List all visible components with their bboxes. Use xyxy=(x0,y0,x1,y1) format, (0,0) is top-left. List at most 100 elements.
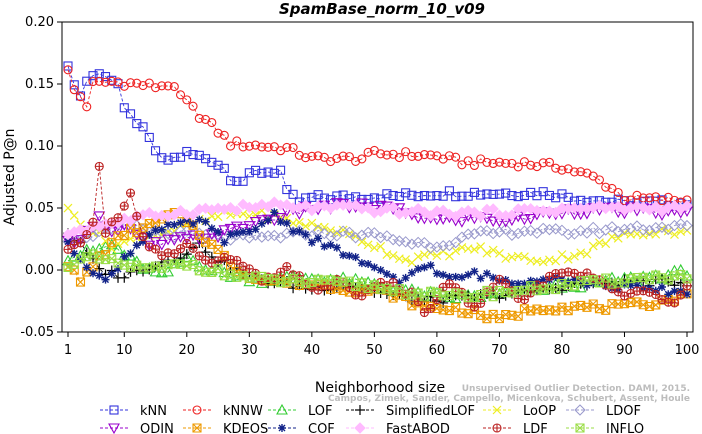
legend-label: LDF xyxy=(523,422,548,434)
data-point xyxy=(457,160,467,170)
data-point xyxy=(326,241,335,250)
y-tick-label: 0.10 xyxy=(25,139,54,154)
data-point xyxy=(243,232,256,244)
data-point xyxy=(182,95,192,105)
data-point xyxy=(582,281,591,290)
data-point xyxy=(75,238,86,248)
legend-label: kNNW xyxy=(223,404,263,419)
legend-item-knn: kNN xyxy=(100,404,167,419)
data-point xyxy=(194,150,204,160)
data-point xyxy=(376,149,386,159)
data-point xyxy=(482,269,491,278)
data-point xyxy=(213,264,223,274)
data-point xyxy=(482,189,492,199)
legend-label: COF xyxy=(308,422,335,434)
data-point xyxy=(201,255,211,265)
data-point xyxy=(419,308,429,318)
data-point xyxy=(474,225,487,237)
data-point xyxy=(543,223,556,236)
data-point xyxy=(513,162,523,172)
plot-frame xyxy=(61,21,694,333)
data-point xyxy=(114,265,123,274)
data-point xyxy=(200,247,211,258)
y-tick-label: 0.00 xyxy=(25,263,54,278)
data-point xyxy=(362,202,374,214)
data-point xyxy=(593,199,606,211)
data-point xyxy=(476,274,485,283)
data-point xyxy=(432,191,442,201)
data-point xyxy=(669,298,680,308)
data-point xyxy=(157,225,166,234)
data-point xyxy=(245,227,254,236)
data-point xyxy=(95,271,104,280)
data-point xyxy=(407,151,417,162)
data-point xyxy=(326,226,336,235)
data-point xyxy=(544,157,554,167)
legend-marker xyxy=(492,423,502,433)
data-point xyxy=(506,209,518,221)
data-point xyxy=(401,188,411,198)
data-point xyxy=(150,244,161,254)
data-point xyxy=(457,273,466,282)
data-point xyxy=(176,218,185,227)
data-point xyxy=(557,165,567,175)
data-point xyxy=(625,222,637,235)
data-point xyxy=(262,230,274,242)
data-point xyxy=(424,210,437,222)
data-point xyxy=(437,204,449,217)
data-point xyxy=(549,223,562,235)
data-point xyxy=(189,219,198,228)
data-point xyxy=(556,285,567,296)
data-point xyxy=(418,236,431,249)
legend-item-ldf: LDF xyxy=(483,422,548,434)
data-point xyxy=(264,216,273,225)
data-point xyxy=(119,201,129,211)
data-point xyxy=(307,218,317,228)
data-point xyxy=(524,224,537,237)
data-point xyxy=(274,213,287,224)
data-point xyxy=(643,224,656,237)
data-point xyxy=(406,238,418,250)
data-point xyxy=(538,257,548,267)
legend: kNN kNNW LOF SimplifiedLOF LoOP LDOF ODIN KDEOS… xyxy=(100,403,644,434)
x-tick-label: 80 xyxy=(554,343,571,358)
data-point xyxy=(488,245,498,255)
data-point xyxy=(89,269,98,278)
data-point xyxy=(276,217,285,226)
data-point xyxy=(307,238,316,247)
data-point xyxy=(519,295,529,305)
data-point xyxy=(251,165,261,175)
data-point xyxy=(651,289,661,300)
x-tick-label: 70 xyxy=(491,343,508,358)
data-point xyxy=(175,90,186,100)
data-point xyxy=(301,230,310,239)
data-point xyxy=(499,223,512,235)
data-point xyxy=(632,190,642,200)
data-point xyxy=(489,273,498,282)
data-point xyxy=(612,200,624,213)
data-point xyxy=(426,261,435,270)
data-point xyxy=(544,190,554,201)
data-point xyxy=(526,160,536,170)
data-point xyxy=(150,146,161,156)
series-line xyxy=(67,207,688,264)
data-point xyxy=(424,242,437,254)
data-point xyxy=(444,186,454,196)
data-point xyxy=(257,142,267,152)
data-point xyxy=(451,152,461,162)
data-point xyxy=(469,245,479,254)
data-point xyxy=(507,191,517,201)
y-tick-label: 0.20 xyxy=(25,15,54,30)
data-point xyxy=(551,163,561,173)
data-point xyxy=(369,193,379,203)
data-point xyxy=(444,151,454,161)
data-point xyxy=(582,249,592,259)
data-point xyxy=(182,238,192,248)
data-point xyxy=(382,189,392,199)
data-point xyxy=(138,122,148,132)
data-point xyxy=(249,216,262,228)
data-point xyxy=(163,155,173,165)
data-point xyxy=(563,254,573,264)
legend-item-cof: COF xyxy=(268,422,335,434)
data-point xyxy=(451,272,460,281)
